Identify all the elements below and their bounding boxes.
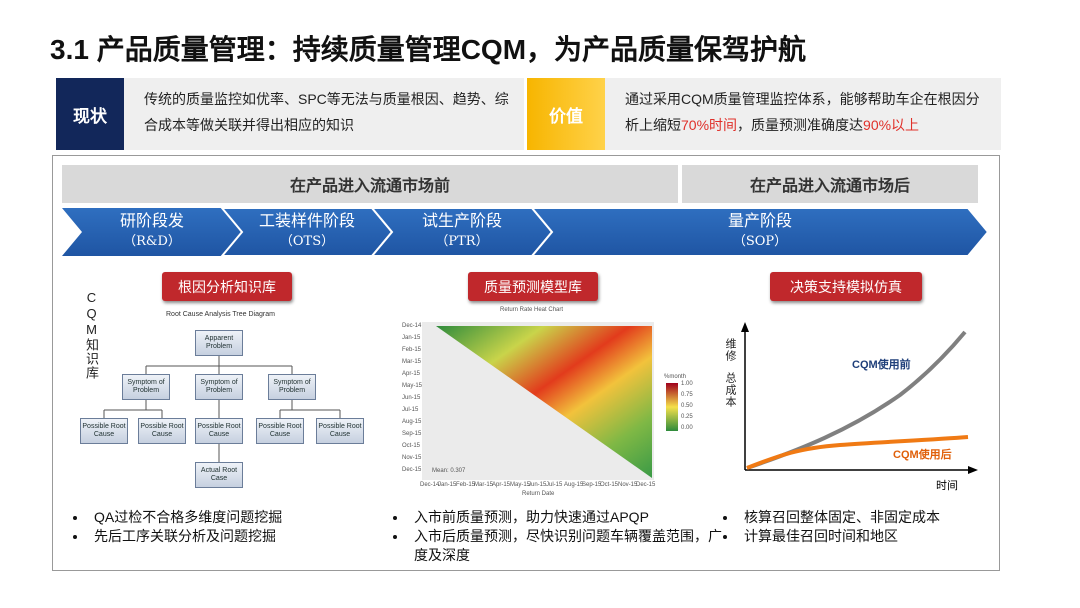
heatmap-y-tick: Apr-15 (402, 371, 421, 377)
value-text: 通过采用CQM质量管理监控体系，能够帮助车企在根因分析上缩短70%时间，质量预测… (605, 78, 1001, 150)
tree-node: Symptom of Problem (195, 374, 243, 400)
tree-node: Possible Root Cause (195, 418, 243, 444)
tree-node: Actual Root Case (195, 462, 243, 488)
cost-y-label: 维修 (724, 338, 736, 362)
tree-node: Symptom of Problem (268, 374, 316, 400)
heatmap-triangle (436, 326, 652, 478)
stage-code: （PTR） (435, 234, 489, 249)
heatmap-x-tick: Oct-15 (600, 482, 619, 488)
bullet: 先后工序关联分析及问题挖掘 (88, 527, 388, 546)
curve-label: CQM使用前 (852, 359, 911, 371)
stage-arrow (529, 207, 990, 257)
value-text-part: 70%时间 (681, 117, 738, 133)
stage: 研阶段发 （R&D） (82, 210, 222, 252)
value-text-part: 通过采用CQM质量管理监控体系，能够帮助车企在根因分析上缩短 (625, 91, 980, 133)
stage-arrow (62, 208, 242, 256)
heatmap-y-tick: Oct-15 (402, 443, 421, 449)
section-title: 决策支持模拟仿真 (770, 272, 922, 301)
heatmap-x-label: Return Date (522, 491, 555, 497)
side-label: CQM知识库 (84, 290, 99, 380)
heatmap-legend-bar (666, 383, 678, 431)
stage: 试生产阶段 （PTR） (392, 210, 532, 252)
heatmap-legend-tick: 1.00 (681, 381, 693, 387)
heatmap-x-tick: Dec-14 (420, 482, 440, 488)
heatmap-legend-tick: 0.00 (681, 425, 693, 431)
value-text-part: 90%以上 (863, 117, 920, 133)
heatmap-legend-tick: 0.25 (681, 414, 693, 420)
heatmap-y-tick: Dec-15 (402, 467, 422, 473)
heatmap-y-tick: Jan-15 (402, 335, 421, 341)
stage-name: 工装样件阶段 (258, 211, 355, 230)
status-label: 现状 (56, 78, 124, 150)
curve-label: CQM使用后 (893, 449, 952, 461)
heatmap-x-tick: Apr-15 (492, 482, 511, 488)
tree-node: Possible Root Cause (138, 418, 186, 444)
status-text: 传统的质量监控如优率、SPC等无法与质量根因、趋势、综合成本等做关联并得出相应的… (124, 78, 524, 150)
cost-x-label: 时间 (936, 480, 958, 492)
heatmap-x-tick: May-15 (510, 482, 531, 488)
bullet: QA过检不合格多维度问题挖掘 (88, 508, 388, 527)
heatmap-x-tick: Feb-15 (456, 482, 476, 488)
cost-y-label: 总成本 (724, 372, 736, 408)
curve-after (746, 435, 969, 470)
heatmap-x-tick: Dec-15 (636, 482, 656, 488)
tree-node: Apparent Problem (195, 330, 243, 356)
bullet-list: QA过检不合格多维度问题挖掘先后工序关联分析及问题挖掘 (60, 508, 388, 546)
bullet: 计算最佳召回时间和地区 (738, 527, 1008, 546)
bullet: 入市后质量预测，尽快识别问题车辆覆盖范围，广度及深度 (408, 527, 728, 565)
value-label: 价值 (527, 78, 605, 150)
title: 3.1 产品质量管理：持续质量管理CQM，为产品质量保驾护航 (50, 34, 807, 65)
value-text-part: ，质量预测准确度达 (737, 117, 864, 133)
section-title: 质量预测模型库 (468, 272, 598, 301)
phase-header: 在产品进入流通市场后 (682, 165, 978, 203)
heatmap-y-tick: Sep-15 (402, 431, 422, 437)
phase-header: 在产品进入流通市场前 (62, 165, 678, 203)
stage-code: （OTS） (279, 234, 335, 249)
section-title: 根因分析知识库 (162, 272, 292, 301)
stage-name: 研阶段发 (119, 211, 184, 230)
cost-chart (741, 322, 978, 474)
heatmap-mean: Mean: 0.307 (432, 468, 466, 474)
heatmap-x-tick: Aug-15 (564, 482, 584, 488)
stage: 量产阶段 （SOP） (552, 210, 968, 252)
heatmap-y-tick: May-15 (402, 383, 423, 389)
tree-node: Symptom of Problem (122, 374, 170, 400)
tree-node: Possible Root Cause (80, 418, 128, 444)
heatmap-legend-tick: 0.75 (681, 392, 693, 398)
heatmap-x-tick: Jul-15 (546, 482, 563, 488)
stage-name: 量产阶段 (727, 211, 792, 230)
tree-title: Root Cause Analysis Tree Diagram (166, 311, 275, 318)
heatmap-x-tick: Jan-15 (438, 482, 457, 488)
heatmap-x-tick: Jun-15 (528, 482, 547, 488)
heatmap-x-tick: Nov-15 (618, 482, 638, 488)
heatmap-y-tick: Dec-14 (402, 323, 422, 329)
heatmap-legend-title: %month (664, 374, 687, 380)
heatmap-y-tick: Feb-15 (402, 347, 422, 353)
bullet: 核算召回整体固定、非固定成本 (738, 508, 1008, 527)
frame (52, 155, 1000, 571)
bullet: 入市前质量预测，助力快速通过APQP (408, 508, 728, 527)
heatmap-y-tick: Jul-15 (402, 407, 419, 413)
stage-code: （SOP） (732, 234, 788, 249)
tree-connectors (103, 356, 341, 462)
heatmap-y-tick: Mar-15 (402, 359, 422, 365)
bullet-list: 核算召回整体固定、非固定成本计算最佳召回时间和地区 (710, 508, 1008, 546)
heatmap-title: Return Rate Heat Chart (500, 307, 564, 313)
heatmap-y-tick: Aug-15 (402, 419, 422, 425)
tree-node: Possible Root Cause (256, 418, 304, 444)
stage: 工装样件阶段 （OTS） (242, 210, 372, 252)
heatmap-y-tick: Jun-15 (402, 395, 421, 401)
heatmap-y-tick: Nov-15 (402, 455, 422, 461)
stage-code: （R&D） (123, 234, 181, 249)
heatmap-legend-tick: 0.50 (681, 403, 693, 409)
heatmap-x-tick: Mar-15 (474, 482, 494, 488)
bullet-list: 入市前质量预测，助力快速通过APQP入市后质量预测，尽快识别问题车辆覆盖范围，广… (380, 508, 728, 565)
tree-node: Possible Root Cause (316, 418, 364, 444)
stage-name: 试生产阶段 (421, 211, 502, 230)
heatmap-x-tick: Sep-15 (582, 482, 602, 488)
